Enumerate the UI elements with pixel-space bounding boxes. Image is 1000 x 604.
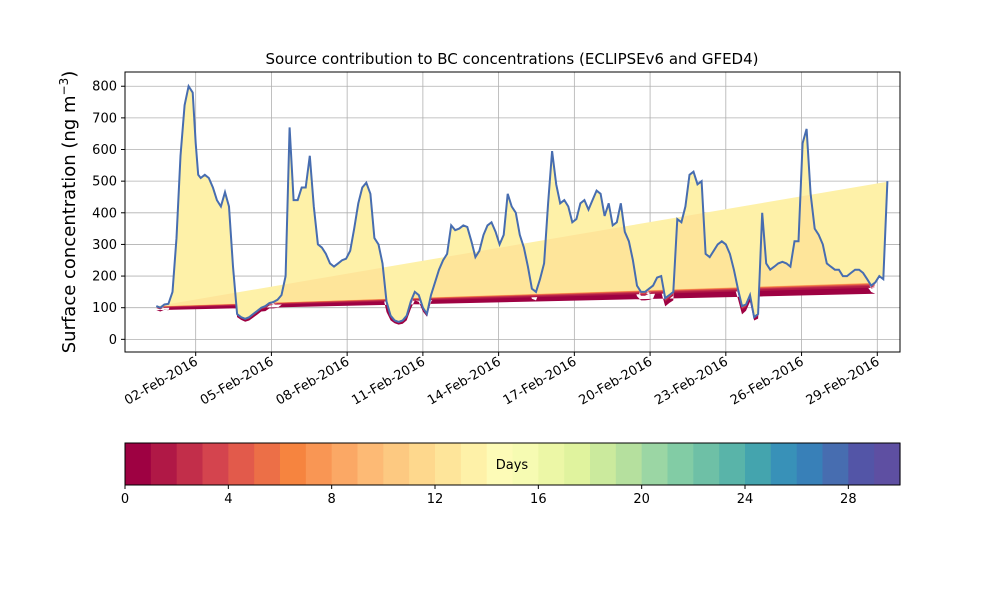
colorbar-swatch xyxy=(564,443,591,485)
colorbar-swatch xyxy=(590,443,617,485)
colorbar-swatch xyxy=(435,443,462,485)
y-tick-label: 100 xyxy=(92,301,117,316)
x-tick-label: 26-Feb-2016 xyxy=(728,354,807,408)
x-axis: 02-Feb-201605-Feb-201608-Feb-201611-Feb-… xyxy=(122,352,882,408)
y-axis-label-main: Surface concentration (ng m xyxy=(59,95,80,353)
colorbar-label: Days xyxy=(496,458,529,473)
colorbar-swatch xyxy=(176,443,204,485)
y-tick-label: 700 xyxy=(92,111,117,126)
x-tick-label: 08-Feb-2016 xyxy=(274,354,353,408)
x-tick-label: 29-Feb-2016 xyxy=(804,354,883,408)
colorbar-swatch xyxy=(848,443,875,485)
chart-title: Source contribution to BC concentrations… xyxy=(265,50,758,68)
y-tick-label: 300 xyxy=(92,238,117,253)
colorbar-swatch xyxy=(460,443,488,485)
y-axis-label-superscript: −3 xyxy=(57,78,71,96)
colorbar-swatch xyxy=(331,443,359,485)
colorbar-swatch xyxy=(150,443,178,485)
y-tick-label: 800 xyxy=(92,80,117,95)
colorbar-swatch xyxy=(383,443,410,485)
colorbar-swatch xyxy=(486,443,514,485)
colorbar-tick-label: 16 xyxy=(530,492,547,507)
colorbar-swatch xyxy=(615,443,643,485)
colorbar-tick-label: 20 xyxy=(633,492,650,507)
colorbar-swatch xyxy=(409,443,436,485)
colorbar-swatch xyxy=(874,443,901,485)
y-axis-label-close: ) xyxy=(59,71,80,78)
colorbar-swatch xyxy=(357,443,384,485)
colorbar-swatch xyxy=(538,443,565,485)
x-tick-label: 02-Feb-2016 xyxy=(122,354,201,408)
area-layers xyxy=(155,83,889,325)
area-layer-12 xyxy=(156,87,876,322)
colorbar-tick-label: 28 xyxy=(840,492,857,507)
colorbar-tick-label: 0 xyxy=(121,492,129,507)
colorbar-swatch xyxy=(228,443,255,485)
colorbar xyxy=(125,443,901,485)
y-tick-label: 500 xyxy=(92,175,117,190)
colorbar-tick-label: 4 xyxy=(224,492,232,507)
colorbar-tick-label: 8 xyxy=(328,492,336,507)
y-axis: 0 100 200 300 400 500 600 700 800 xyxy=(92,80,125,348)
colorbar-swatch xyxy=(641,443,669,485)
colorbar-swatch xyxy=(796,443,824,485)
x-tick-label: 11-Feb-2016 xyxy=(349,354,428,408)
colorbar-swatch xyxy=(745,443,772,485)
colorbar-swatch xyxy=(254,443,281,485)
colorbar-swatch xyxy=(512,443,539,485)
colorbar-swatch xyxy=(202,443,229,485)
colorbar-frame xyxy=(124,442,901,486)
colorbar-swatch xyxy=(770,443,798,485)
x-tick-label: 14-Feb-2016 xyxy=(425,354,504,408)
total-line xyxy=(155,83,889,323)
y-tick-label: 0 xyxy=(109,333,117,348)
y-tick-label: 600 xyxy=(92,143,117,158)
colorbar-tick-label: 24 xyxy=(737,492,754,507)
x-tick-label: 23-Feb-2016 xyxy=(652,354,731,408)
y-tick-label: 200 xyxy=(92,270,117,285)
colorbar-ticks: 0 4 8 12 16 20 24 28 xyxy=(121,485,857,507)
x-tick-label: 05-Feb-2016 xyxy=(198,354,277,408)
x-tick-label: 17-Feb-2016 xyxy=(501,354,580,408)
colorbar-swatch xyxy=(822,443,849,485)
plot-frame xyxy=(124,71,901,353)
colorbar-swatch xyxy=(280,443,307,485)
colorbar-swatch xyxy=(125,443,152,485)
y-tick-label: 400 xyxy=(92,206,117,221)
colorbar-tick-label: 12 xyxy=(427,492,444,507)
colorbar-swatch xyxy=(667,443,694,485)
colorbar-swatch xyxy=(719,443,746,485)
colorbar-swatch xyxy=(693,443,720,485)
x-tick-label: 20-Feb-2016 xyxy=(577,354,656,408)
colorbar-swatch xyxy=(305,443,333,485)
y-axis-label: Surface concentration (ng m−3) xyxy=(57,71,80,354)
